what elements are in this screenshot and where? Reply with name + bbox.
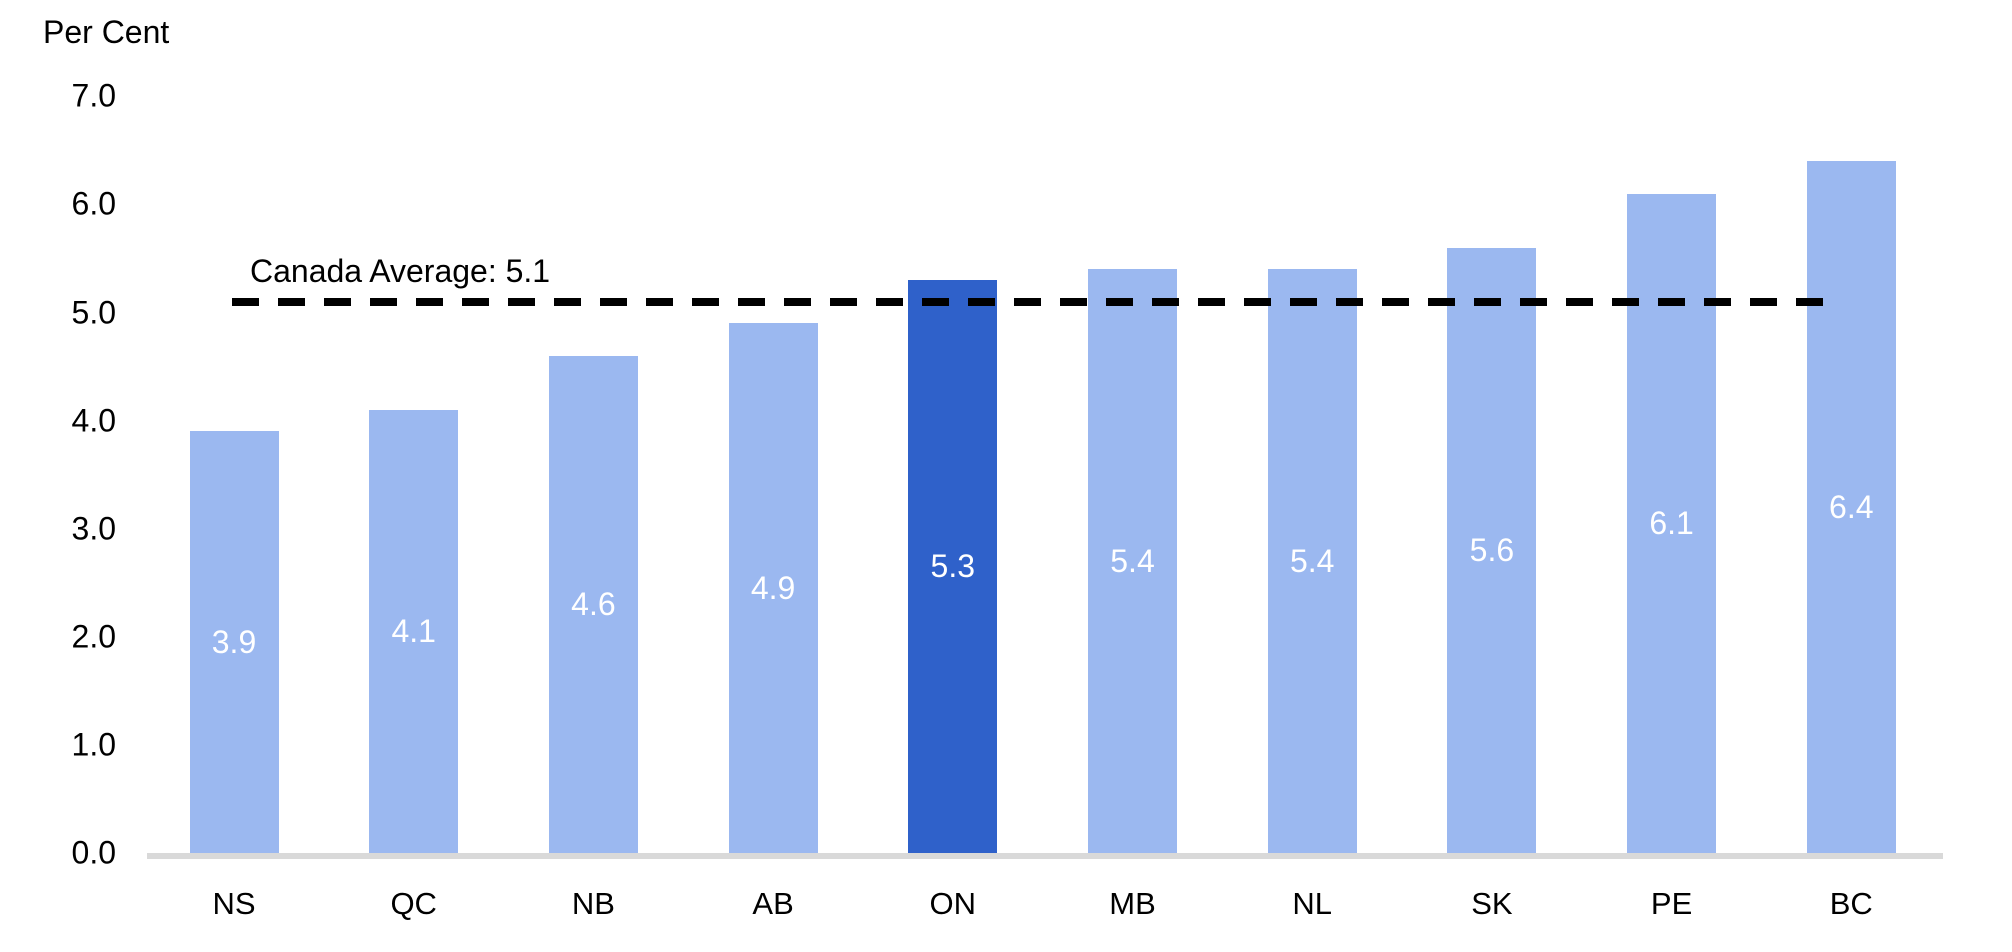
bar-ON: 5.3 [908,280,998,853]
y-tick-4.0: 4.0 [71,402,116,439]
bar-SK: 5.6 [1447,247,1537,853]
bar-value-NB: 4.6 [571,585,616,622]
x-axis-baseline [147,853,1943,859]
x-label-AB: AB [752,886,794,921]
bar-value-PE: 6.1 [1649,504,1694,541]
y-tick-6.0: 6.0 [71,185,116,222]
y-tick-0.0: 0.0 [71,834,116,871]
bar-QC: 4.1 [369,409,459,853]
x-label-BC: BC [1829,886,1873,921]
x-label-NB: NB [571,886,615,921]
bar-PE: 6.1 [1627,193,1717,853]
bar-MB: 5.4 [1088,269,1177,853]
average-dashed-line [232,297,1841,306]
bar-value-NS: 3.9 [211,623,257,660]
bar-value-SK: 5.6 [1469,531,1515,568]
bar-value-BC: 6.4 [1829,488,1874,525]
y-tick-1.0: 1.0 [71,726,116,763]
x-label-PE: PE [1650,886,1693,921]
x-label-NL: NL [1292,886,1333,921]
bar-value-ON: 5.3 [930,548,976,585]
bar-NS: 3.9 [189,431,279,853]
average-line-label: Canada Average: 5.1 [250,253,551,289]
x-label-ON: ON [929,886,977,921]
y-tick-5.0: 5.0 [71,294,116,330]
x-label-MB: MB [1109,886,1156,921]
bar-value-NL: 5.4 [1289,542,1335,579]
y-tick-7.0: 7.0 [71,77,116,114]
y-tick-3.0: 3.0 [71,510,116,547]
bar-value-QC: 4.1 [391,612,436,649]
bar-value-MB: 5.4 [1110,542,1155,579]
x-label-SK: SK [1471,886,1513,921]
y-tick-2.0: 2.0 [71,618,116,655]
x-label-NS: NS [212,886,256,921]
bar-NB: 4.6 [548,355,638,853]
bar-BC: 6.4 [1806,161,1896,853]
bar-NL: 5.4 [1267,269,1357,853]
x-label-QC: QC [390,886,437,921]
bar-value-AB: 4.9 [750,569,796,606]
bar-AB: 4.9 [728,323,818,853]
y-axis-unit-label: Per Cent [43,14,170,50]
